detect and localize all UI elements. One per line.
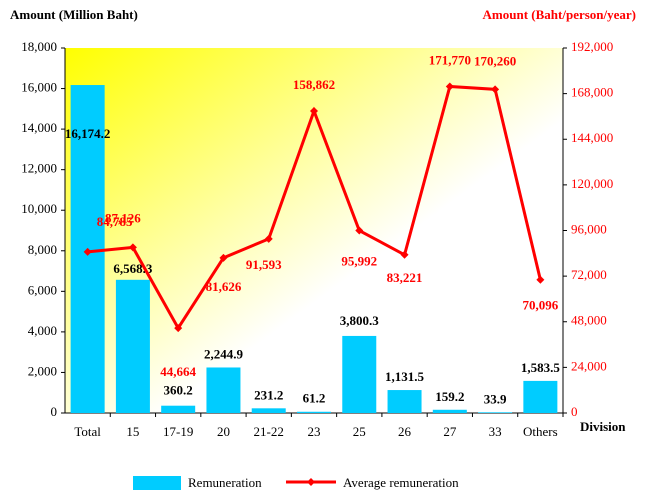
legend-label: Remuneration: [188, 475, 262, 490]
line-label: 84,785: [97, 214, 133, 229]
y-tick-label: 12,000: [21, 161, 57, 176]
bar: [206, 367, 241, 413]
y2-tick-label: 72,000: [571, 267, 607, 282]
x-tick-label: 26: [398, 424, 412, 439]
y-tick-label: 14,000: [21, 120, 57, 135]
line-marker: [310, 106, 318, 115]
line-label: 81,626: [206, 279, 242, 294]
bar: [432, 409, 467, 413]
bar-label: 33.9: [484, 391, 507, 406]
legend-swatch: [133, 476, 181, 490]
y-tick-label: 2,000: [28, 363, 57, 378]
bar-label: 3,800.3: [340, 313, 380, 328]
y2-tick-label: 0: [571, 404, 578, 419]
bar-label: 159.2: [435, 389, 464, 404]
line-label: 158,862: [293, 77, 335, 92]
bar: [523, 380, 558, 413]
x-tick-label: 27: [443, 424, 457, 439]
x-tick-label: 17-19: [163, 424, 193, 439]
y2-axis-title: Amount (Baht/person/year): [483, 7, 636, 22]
y2-tick-label: 48,000: [571, 313, 607, 328]
line-marker: [174, 324, 183, 333]
bar-label: 231.2: [254, 387, 283, 402]
bar: [161, 405, 196, 413]
line-marker: [83, 247, 92, 256]
x-tick-label: 20: [217, 424, 230, 439]
bar: [478, 412, 513, 413]
line-label: 44,664: [160, 364, 196, 379]
x-axis-title: Division: [580, 419, 626, 434]
line-marker: [536, 275, 545, 284]
line-marker: [491, 85, 500, 94]
bar-label: 2,244.9: [204, 346, 244, 361]
y2-tick-label: 144,000: [571, 130, 613, 145]
y2-tick-label: 96,000: [571, 221, 607, 236]
line-marker: [264, 234, 273, 243]
line-marker: [445, 82, 454, 91]
line-marker: [355, 226, 364, 235]
y-tick-label: 8,000: [28, 242, 57, 257]
line-label: 95,992: [341, 253, 377, 268]
x-tick-label: 21-22: [254, 424, 284, 439]
x-tick-label: 33: [489, 424, 502, 439]
line-label: 171,770: [429, 52, 471, 67]
line-label: 70,096: [522, 298, 558, 313]
y-tick-label: 16,000: [21, 80, 57, 95]
line-label: 91,593: [246, 257, 282, 272]
bar-label: 1,583.5: [521, 360, 561, 375]
y-axis-title: Amount (Million Baht): [10, 7, 138, 22]
y-tick-label: 18,000: [21, 39, 57, 54]
line-label: 83,221: [387, 270, 423, 285]
x-tick-label: Total: [74, 424, 101, 439]
bar-label: 1,131.5: [385, 369, 425, 384]
y-tick-label: 0: [51, 404, 58, 419]
line-label: 170,260: [474, 53, 516, 68]
x-tick-label: 15: [126, 424, 139, 439]
y2-tick-label: 24,000: [571, 358, 607, 373]
y2-tick-label: 120,000: [571, 176, 613, 191]
y-tick-label: 10,000: [21, 201, 57, 216]
x-tick-label: Others: [523, 424, 558, 439]
bar: [342, 335, 377, 413]
x-tick-label: 23: [308, 424, 321, 439]
line-label: 87,126: [105, 210, 141, 225]
bar: [297, 411, 331, 413]
bar-label: 16,174.2: [65, 126, 111, 141]
bar: [387, 390, 422, 413]
y-tick-label: 6,000: [28, 282, 57, 297]
y2-tick-label: 192,000: [571, 39, 613, 54]
bar: [251, 408, 286, 413]
line-marker: [128, 243, 137, 252]
line-marker: [400, 250, 409, 259]
bar-label: 360.2: [164, 383, 193, 398]
x-tick-label: 25: [353, 424, 366, 439]
y2-tick-label: 168,000: [571, 85, 613, 100]
legend-label: Average remuneration: [343, 475, 459, 490]
bar: [115, 279, 150, 413]
line-marker: [219, 253, 228, 262]
legend-marker: [307, 478, 315, 486]
y-tick-label: 4,000: [28, 323, 57, 338]
bar-label: 61.2: [303, 391, 326, 406]
